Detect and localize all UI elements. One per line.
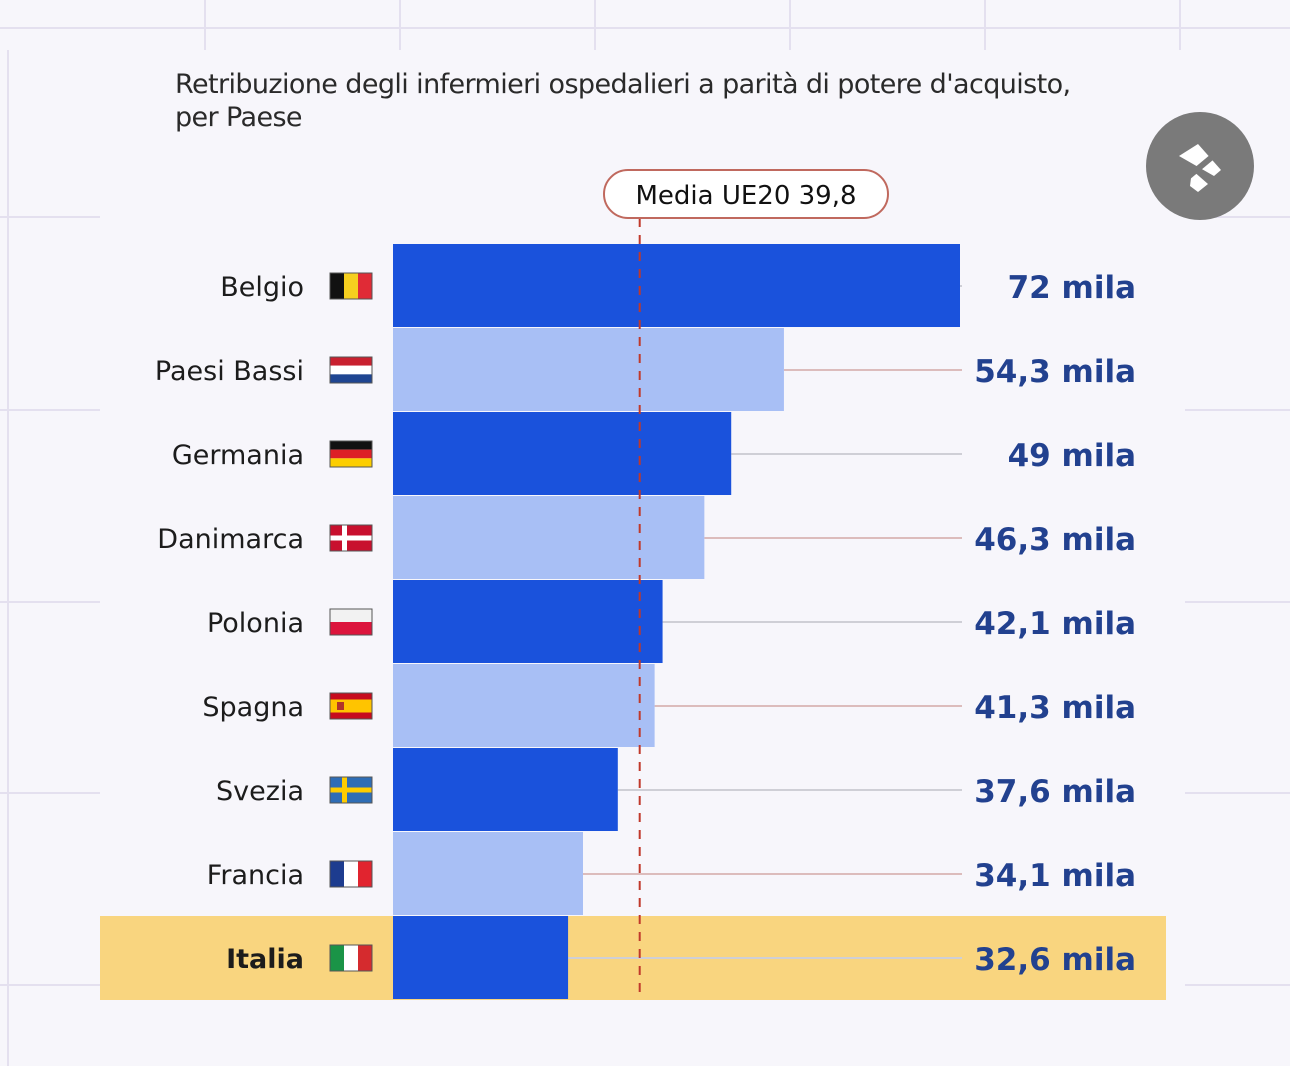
average-label: Media UE20 39,8 (635, 181, 856, 211)
chart-title-line-2: per Paese (175, 102, 303, 133)
value-label-svezia: 37,6 mila (974, 774, 1136, 810)
flag-germania-icon (329, 440, 373, 468)
value-label-spagna: 41,3 mila (974, 690, 1136, 726)
watermark-logo-icon (1146, 112, 1254, 220)
value-label-polonia: 42,1 mila (974, 606, 1136, 642)
category-label-polonia: Polonia (207, 608, 304, 639)
flag-polonia-icon (329, 608, 373, 636)
category-label-belgio: Belgio (220, 272, 304, 303)
category-label-paesi-bassi: Paesi Bassi (155, 356, 304, 387)
chart-title-line-1: Retribuzione degli infermieri ospedalier… (175, 69, 1071, 100)
bar-francia (393, 832, 583, 915)
flag-italia-icon (329, 944, 373, 972)
flag-francia-icon (329, 860, 373, 888)
bar-belgio (393, 244, 960, 327)
category-label-italia: Italia (226, 944, 304, 975)
value-label-italia: 32,6 mila (974, 942, 1136, 978)
value-label-danimarca: 46,3 mila (974, 522, 1136, 558)
chart-title: Retribuzione degli infermieri ospedalier… (175, 68, 1135, 134)
bar-germania (393, 412, 732, 495)
flag-danimarca-icon (329, 524, 373, 552)
bar-italia (393, 916, 569, 999)
category-label-francia: Francia (207, 860, 304, 891)
bar-svezia (393, 748, 618, 831)
category-label-svezia: Svezia (216, 776, 304, 807)
flag-paesi-bassi-icon (329, 356, 373, 384)
category-label-spagna: Spagna (202, 692, 304, 723)
value-label-germania: 49 mila (1008, 438, 1136, 474)
bar-polonia (393, 580, 663, 663)
flag-spagna-icon (329, 692, 373, 720)
category-label-danimarca: Danimarca (157, 524, 304, 555)
category-label-germania: Germania (172, 440, 304, 471)
bar-spagna (393, 664, 655, 747)
average-label-box (603, 169, 889, 219)
flag-svezia-icon (329, 776, 373, 804)
value-label-belgio: 72 mila (1008, 270, 1136, 306)
bar-danimarca (393, 496, 705, 579)
value-label-paesi-bassi: 54,3 mila (974, 354, 1136, 390)
value-label-francia: 34,1 mila (974, 858, 1136, 894)
flag-belgio-icon (329, 272, 373, 300)
bar-paesi-bassi (393, 328, 784, 411)
